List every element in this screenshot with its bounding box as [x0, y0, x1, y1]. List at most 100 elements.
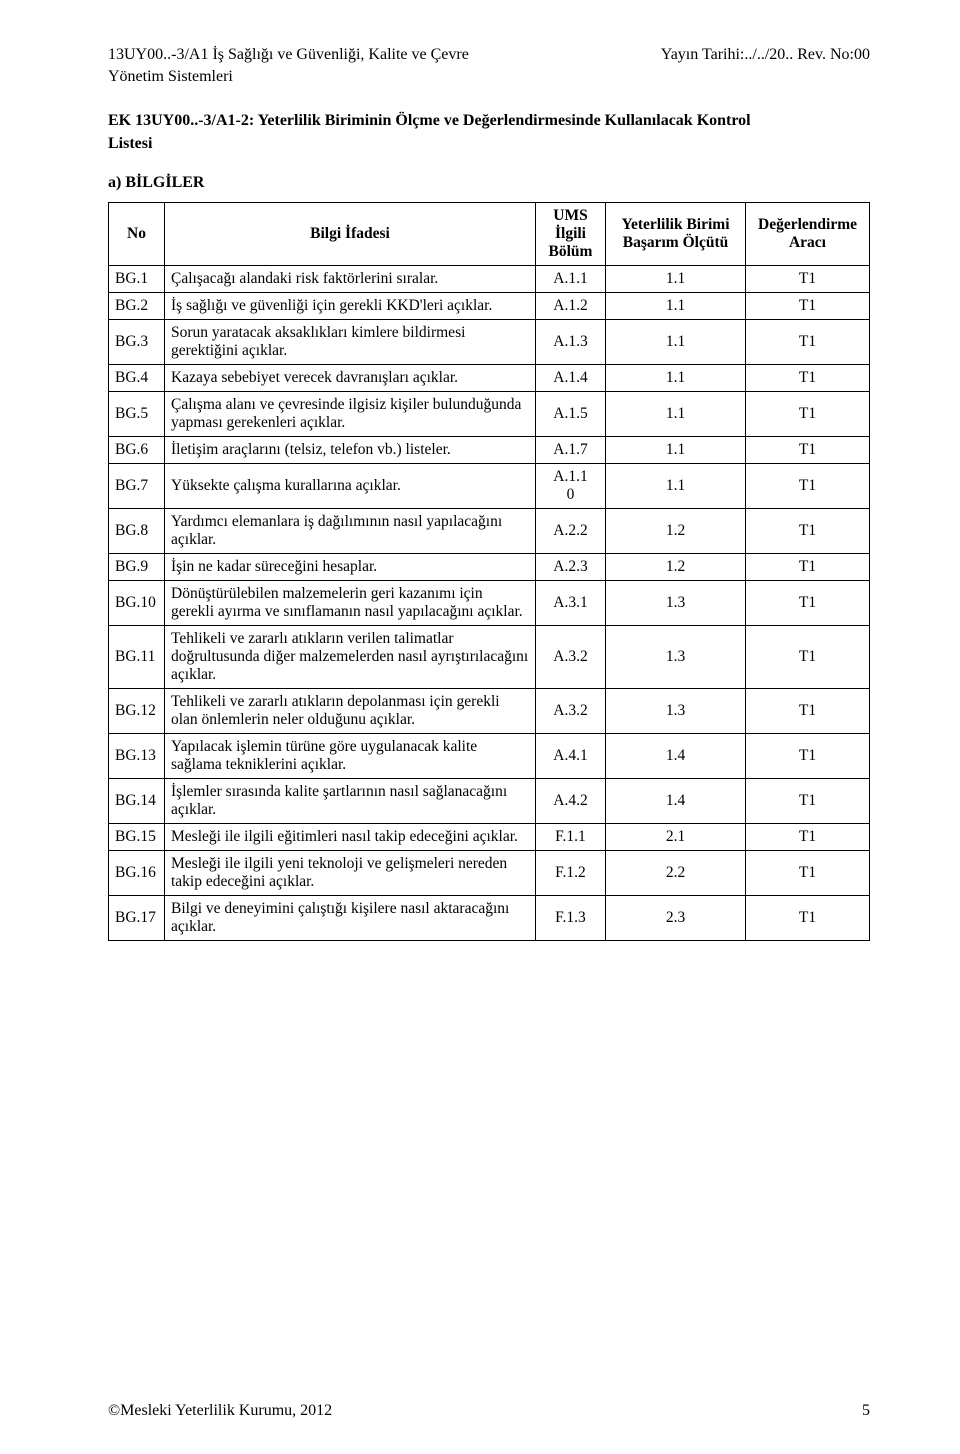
cell-no: BG.2 [109, 292, 165, 319]
cell-ums: F.1.1 [536, 823, 606, 850]
cell-yb: 1.4 [606, 778, 746, 823]
cell-ums: A.3.2 [536, 688, 606, 733]
cell-deg: T1 [746, 463, 870, 508]
page: 13UY00..-3/A1 İş Sağlığı ve Güvenliği, K… [0, 0, 960, 1454]
cell-no: BG.4 [109, 364, 165, 391]
header-left-line1: 13UY00..-3/A1 İş Sağlığı ve Güvenliği, K… [108, 46, 469, 63]
page-footer: ©Mesleki Yeterlilik Kurumu, 2012 5 [108, 1402, 870, 1420]
header-right: Yayın Tarihi:../../20.. Rev. No:00 [661, 44, 870, 87]
table-row: BG.6İletişim araçlarını (telsiz, telefon… [109, 436, 870, 463]
cell-yb: 2.2 [606, 850, 746, 895]
table-row: BG.9İşin ne kadar süreceğini hesaplar.A.… [109, 553, 870, 580]
col-ums-header-l1: UMS [553, 207, 587, 224]
cell-ums: A.4.2 [536, 778, 606, 823]
footer-right: 5 [862, 1402, 870, 1420]
cell-yb: 1.1 [606, 319, 746, 364]
cell-ums: A.1.7 [536, 436, 606, 463]
cell-ifade: Bilgi ve deneyimini çalıştığı kişilere n… [165, 895, 536, 940]
table-row: BG.1Çalışacağı alandaki risk faktörlerin… [109, 265, 870, 292]
header-right-text: Yayın Tarihi:../../20.. Rev. No:00 [661, 46, 870, 63]
cell-deg: T1 [746, 292, 870, 319]
cell-deg: T1 [746, 364, 870, 391]
table-header-row: No Bilgi İfadesi UMS İlgili Bölüm Yeterl… [109, 202, 870, 265]
cell-no: BG.10 [109, 580, 165, 625]
cell-no: BG.6 [109, 436, 165, 463]
cell-ums: A.1.1 0 [536, 463, 606, 508]
cell-ums: A.1.2 [536, 292, 606, 319]
col-ums-header: UMS İlgili Bölüm [536, 202, 606, 265]
cell-ums: A.1.4 [536, 364, 606, 391]
cell-ifade: İletişim araçlarını (telsiz, telefon vb.… [165, 436, 536, 463]
cell-no: BG.13 [109, 733, 165, 778]
cell-yb: 1.1 [606, 265, 746, 292]
table-body: BG.1Çalışacağı alandaki risk faktörlerin… [109, 265, 870, 940]
cell-deg: T1 [746, 625, 870, 688]
cell-ums: A.1.1 [536, 265, 606, 292]
cell-ums: A.2.3 [536, 553, 606, 580]
table-row: BG.7Yüksekte çalışma kurallarına açıklar… [109, 463, 870, 508]
cell-ifade: Tehlikeli ve zararlı atıkların verilen t… [165, 625, 536, 688]
cell-ums: A.1.5 [536, 391, 606, 436]
cell-yb: 1.3 [606, 580, 746, 625]
cell-deg: T1 [746, 733, 870, 778]
cell-deg: T1 [746, 553, 870, 580]
table-row: BG.5Çalışma alanı ve çevresinde ilgisiz … [109, 391, 870, 436]
col-deg-header-l1: Değerlendirme [758, 216, 857, 233]
col-no-header: No [109, 202, 165, 265]
col-ifade-header: Bilgi İfadesi [165, 202, 536, 265]
cell-deg: T1 [746, 895, 870, 940]
cell-no: BG.16 [109, 850, 165, 895]
col-deg-header-l2: Aracı [789, 234, 826, 251]
cell-deg: T1 [746, 436, 870, 463]
section-title-line2: Listesi [108, 135, 152, 152]
cell-yb: 1.3 [606, 625, 746, 688]
cell-ums: A.1.3 [536, 319, 606, 364]
cell-ifade: Çalışacağı alandaki risk faktörlerini sı… [165, 265, 536, 292]
cell-no: BG.1 [109, 265, 165, 292]
section-title-line1: EK 13UY00..-3/A1-2: Yeterlilik Biriminin… [108, 112, 751, 129]
cell-yb: 1.3 [606, 688, 746, 733]
cell-ums: F.1.3 [536, 895, 606, 940]
cell-deg: T1 [746, 508, 870, 553]
table-row: BG.16Mesleği ile ilgili yeni teknoloji v… [109, 850, 870, 895]
cell-no: BG.9 [109, 553, 165, 580]
cell-ums: F.1.2 [536, 850, 606, 895]
cell-ifade: Mesleği ile ilgili eğitimleri nasıl taki… [165, 823, 536, 850]
cell-deg: T1 [746, 823, 870, 850]
cell-deg: T1 [746, 850, 870, 895]
cell-deg: T1 [746, 688, 870, 733]
table-head: No Bilgi İfadesi UMS İlgili Bölüm Yeterl… [109, 202, 870, 265]
bilgi-table: No Bilgi İfadesi UMS İlgili Bölüm Yeterl… [108, 202, 870, 941]
table-row: BG.17Bilgi ve deneyimini çalıştığı kişil… [109, 895, 870, 940]
table-row: BG.15Mesleği ile ilgili eğitimleri nasıl… [109, 823, 870, 850]
cell-ifade: Dönüştürülebilen malzemelerin geri kazan… [165, 580, 536, 625]
cell-ifade: İşin ne kadar süreceğini hesaplar. [165, 553, 536, 580]
cell-ifade: İşlemler sırasında kalite şartlarının na… [165, 778, 536, 823]
col-yb-header-l1: Yeterlilik Birimi [621, 216, 729, 233]
cell-ifade: Yardımcı elemanlara iş dağılımının nasıl… [165, 508, 536, 553]
cell-ums: A.2.2 [536, 508, 606, 553]
cell-ifade: Yapılacak işlemin türüne göre uygulanaca… [165, 733, 536, 778]
cell-ifade: Yüksekte çalışma kurallarına açıklar. [165, 463, 536, 508]
table-row: BG.8Yardımcı elemanlara iş dağılımının n… [109, 508, 870, 553]
cell-deg: T1 [746, 265, 870, 292]
col-deg-header: Değerlendirme Aracı [746, 202, 870, 265]
cell-yb: 2.1 [606, 823, 746, 850]
page-header: 13UY00..-3/A1 İş Sağlığı ve Güvenliği, K… [108, 44, 870, 87]
cell-yb: 1.1 [606, 364, 746, 391]
table-row: BG.2İş sağlığı ve güvenliği için gerekli… [109, 292, 870, 319]
cell-yb: 1.1 [606, 463, 746, 508]
table-row: BG.11Tehlikeli ve zararlı atıkların veri… [109, 625, 870, 688]
cell-no: BG.5 [109, 391, 165, 436]
table-row: BG.4Kazaya sebebiyet verecek davranışlar… [109, 364, 870, 391]
col-yb-header-l2: Başarım Ölçütü [623, 234, 729, 251]
cell-ifade: Sorun yaratacak aksaklıkları kimlere bil… [165, 319, 536, 364]
cell-no: BG.15 [109, 823, 165, 850]
cell-no: BG.12 [109, 688, 165, 733]
footer-left: ©Mesleki Yeterlilik Kurumu, 2012 [108, 1402, 332, 1420]
table-row: BG.3Sorun yaratacak aksaklıkları kimlere… [109, 319, 870, 364]
cell-no: BG.3 [109, 319, 165, 364]
cell-yb: 1.2 [606, 553, 746, 580]
header-left: 13UY00..-3/A1 İş Sağlığı ve Güvenliği, K… [108, 44, 469, 87]
col-ums-header-l3: Bölüm [549, 243, 593, 260]
